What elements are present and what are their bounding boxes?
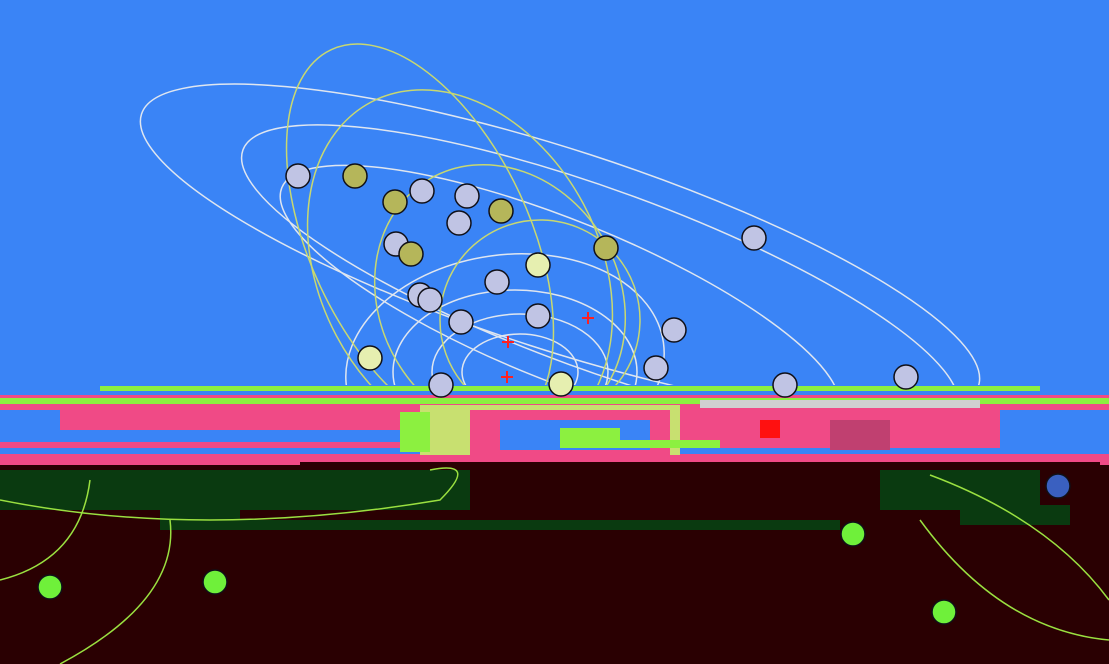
glitch-strip: [0, 455, 1109, 465]
glitch-strip: [760, 420, 780, 438]
orbit: [285, 43, 555, 392]
body: [1045, 473, 1071, 499]
orbit: [306, 89, 614, 392]
glitch-strip: [0, 410, 60, 430]
body: [454, 183, 480, 209]
body: [772, 372, 798, 398]
body: [525, 252, 551, 278]
body: [893, 364, 919, 390]
glitch-strip: [400, 412, 430, 452]
ground-orbit: [59, 519, 172, 664]
body: [342, 163, 368, 189]
body: [37, 574, 63, 600]
ground-shadow: [160, 470, 240, 530]
orbit: [431, 313, 609, 392]
glitch-strip: [620, 440, 720, 448]
body: [525, 303, 551, 329]
body: [840, 521, 866, 547]
body: [548, 371, 574, 397]
ground-orbit: [0, 479, 91, 581]
ground-orbit: [919, 519, 1109, 641]
center-marker: [582, 312, 594, 324]
body: [382, 189, 408, 215]
body: [202, 569, 228, 595]
glitch-strip: [300, 462, 1100, 468]
bodies: [37, 163, 1071, 625]
body: [417, 287, 443, 313]
body: [398, 241, 424, 267]
ground-shadow: [240, 520, 840, 530]
glitch-strip: [0, 430, 420, 442]
ground-shadow: [880, 470, 1040, 510]
body: [428, 372, 454, 398]
body: [446, 210, 472, 236]
body: [741, 225, 767, 251]
body: [285, 163, 311, 189]
orbit: [392, 289, 638, 392]
ground-orbit: [0, 467, 459, 521]
body: [593, 235, 619, 261]
orbit: [279, 164, 841, 392]
glitch-strip: [0, 398, 1109, 404]
body: [448, 309, 474, 335]
body: [357, 345, 383, 371]
body: [661, 317, 687, 343]
glitch-band: [0, 385, 1109, 468]
glitch-strip: [560, 428, 620, 448]
sky: [0, 0, 1109, 400]
orbit: [240, 124, 960, 392]
center-marker: [501, 371, 513, 383]
body: [931, 599, 957, 625]
body: [488, 198, 514, 224]
glitch-strip: [1000, 410, 1109, 450]
orbit: [461, 333, 579, 392]
glitch-strip: [830, 420, 890, 450]
body: [643, 355, 669, 381]
glitch-strip: [700, 400, 980, 408]
body: [409, 178, 435, 204]
orbit: [439, 219, 641, 392]
lower-scene: [0, 467, 1109, 664]
center-marker: [502, 336, 514, 348]
ground-orbit: [929, 474, 1109, 601]
body: [484, 269, 510, 295]
